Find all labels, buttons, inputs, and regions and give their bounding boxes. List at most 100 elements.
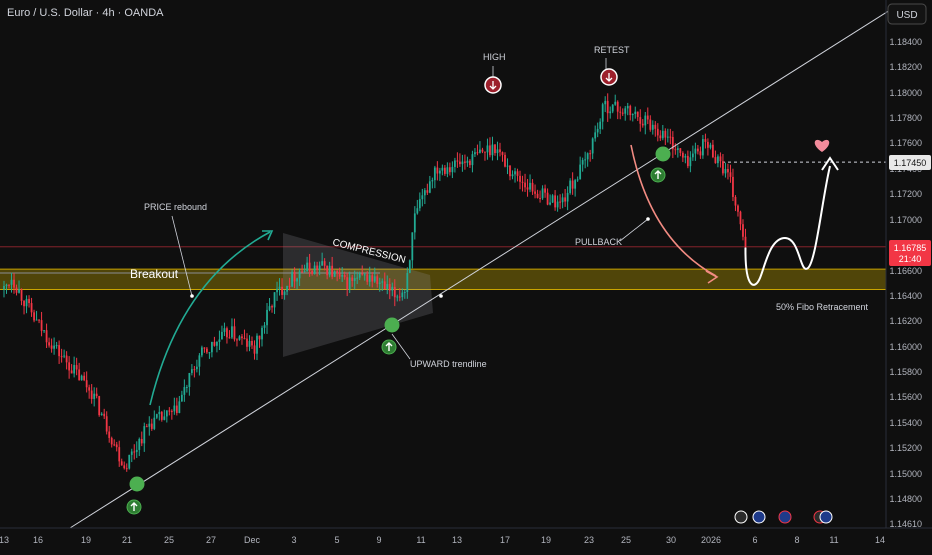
compression-triangle (283, 233, 433, 357)
candle-down (301, 271, 303, 273)
up-arrow-glyph (385, 342, 393, 351)
currency-label[interactable]: USD (896, 10, 917, 21)
y-tick-label: 1.14610 (889, 519, 922, 529)
candle-up (438, 170, 441, 174)
candle-up (303, 271, 306, 273)
price-rebound-leader (171, 215, 193, 297)
candle-up (341, 274, 344, 277)
candle-down (338, 273, 341, 277)
candle-down (681, 152, 684, 158)
candle-up (406, 272, 409, 293)
candle-up (155, 414, 158, 418)
candle-down (90, 390, 93, 399)
trendline-touch-dot (655, 146, 671, 162)
candle-down (226, 328, 228, 338)
candle-down (448, 167, 451, 173)
candle-up (576, 179, 579, 181)
candle-up (694, 148, 697, 154)
candle-up (266, 309, 268, 326)
projection-path (744, 165, 831, 286)
event-icons[interactable] (734, 510, 833, 524)
eu-flag-icon[interactable] (778, 510, 792, 524)
candle-down (734, 196, 737, 206)
candle-up (130, 451, 133, 455)
candle-down (70, 370, 73, 374)
candle-up (143, 426, 146, 444)
candle-down (371, 275, 374, 282)
candle-down (654, 124, 657, 129)
candle-down (383, 281, 386, 290)
candle-layer (3, 93, 747, 472)
x-tick-label: 23 (584, 535, 594, 545)
y-tick-label: 1.15800 (889, 367, 922, 377)
candle-down (118, 447, 121, 462)
candle-down (20, 289, 23, 301)
high-label: HIGH (483, 52, 506, 62)
candle-up (238, 336, 241, 340)
candle-down (30, 303, 33, 313)
candle-down (659, 135, 662, 139)
candle-up (10, 279, 13, 285)
candle-up (461, 161, 464, 165)
candle-up (198, 355, 201, 367)
candle-up (218, 339, 221, 342)
eu-flag-icon[interactable] (819, 510, 833, 524)
candle-down (108, 431, 111, 438)
eu-flag-icon[interactable] (752, 510, 766, 524)
candle-down (559, 201, 562, 203)
candle-up (200, 347, 203, 356)
candle-up (433, 167, 436, 181)
upward-trendline-label: UPWARD trendline (410, 359, 487, 369)
candle-down (85, 380, 88, 388)
candle-up (709, 144, 712, 148)
candle-up (173, 405, 176, 412)
candle-down (253, 345, 256, 354)
trendline-touch-dot (129, 476, 145, 492)
pullback-label: PULLBACK (575, 237, 622, 247)
candle-up (180, 394, 183, 402)
candle-down (729, 172, 732, 177)
candle-down (15, 287, 18, 293)
y-tick-label: 1.16400 (889, 291, 922, 301)
candle-down (8, 284, 10, 286)
candle-down (228, 337, 231, 339)
candle-up (651, 124, 654, 130)
upward-trendline (69, 9, 891, 529)
candle-up (216, 341, 218, 346)
candle-up (211, 341, 213, 353)
candle-up (549, 202, 551, 205)
candle-up (561, 197, 564, 203)
candle-up (373, 276, 376, 282)
candle-up (666, 136, 669, 138)
candle-down (531, 182, 534, 192)
candle-down (60, 356, 63, 358)
candle-down (366, 274, 369, 282)
candle-up (328, 265, 331, 276)
drawing-layer (69, 9, 891, 529)
fibo-label: 50% Fibo Retracement (776, 302, 869, 312)
x-tick-label: 30 (666, 535, 676, 545)
candle-up (248, 340, 251, 347)
x-tick-label: 2026 (701, 535, 721, 545)
us-flag-icon[interactable] (734, 510, 748, 524)
candle-up (80, 375, 83, 381)
candle-down (48, 342, 50, 346)
currency-button[interactable]: USD (887, 3, 927, 25)
y-tick-label: 1.16600 (889, 266, 922, 276)
candle-up (135, 449, 138, 452)
candle-up (569, 180, 572, 193)
candle-up (396, 296, 399, 298)
candle-down (150, 423, 153, 429)
candle-down (426, 190, 429, 193)
candle-down (133, 451, 136, 453)
x-tick-label: 11 (829, 535, 838, 545)
candle-up (496, 149, 499, 154)
pullback-arrowhead (705, 270, 719, 284)
candle-up (100, 413, 103, 416)
retest-label: RETEST (594, 45, 630, 55)
candle-up (724, 168, 727, 174)
candle-up (479, 149, 481, 153)
candle-up (491, 144, 494, 156)
